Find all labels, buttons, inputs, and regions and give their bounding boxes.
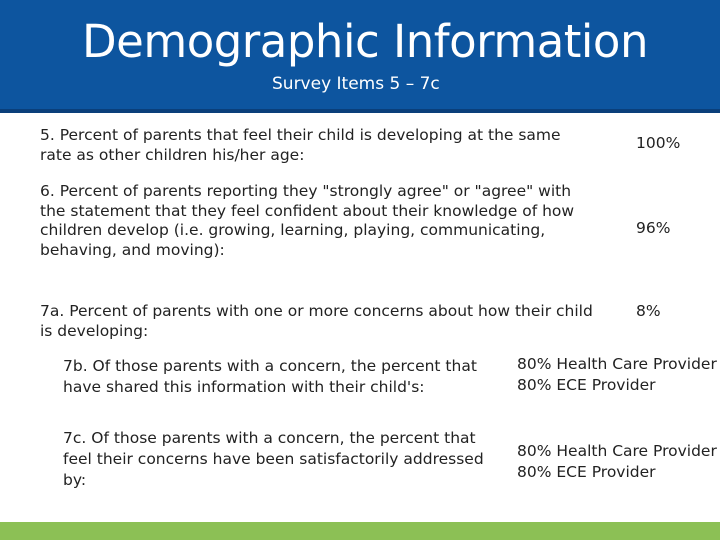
item-7c-text: 7c. Of those parents with a concern, the… bbox=[63, 429, 484, 489]
title-banner: Demographic Information Survey Items 5 –… bbox=[0, 0, 720, 113]
item-7b-value-ece: 80% ECE Provider bbox=[517, 376, 656, 394]
item-7b-text: 7b. Of those parents with a concern, the… bbox=[63, 357, 477, 396]
slide-subtitle: Survey Items 5 – 7c bbox=[272, 74, 440, 94]
item-7a-text: 7a. Percent of parents with one or more … bbox=[40, 302, 593, 340]
item-5-text: 5. Percent of parents that feel their ch… bbox=[40, 126, 561, 164]
footer-accent-bar bbox=[0, 522, 720, 540]
item-7b-values: 80% Health Care Provider 80% ECE Provide… bbox=[517, 354, 720, 396]
item-6-text: 6. Percent of parents reporting they "st… bbox=[40, 182, 575, 259]
item-7c-value-health-care: 80% Health Care Provider bbox=[517, 442, 717, 460]
item-5-value: 100% bbox=[636, 134, 681, 152]
item-7b-value-health-care: 80% Health Care Provider bbox=[517, 355, 717, 373]
item-7a-value: 8% bbox=[636, 302, 661, 320]
item-6-value: 96% bbox=[636, 219, 671, 237]
item-7c-value-ece: 80% ECE Provider bbox=[517, 463, 656, 481]
slide-title: Demographic Information bbox=[82, 15, 648, 68]
item-7c-values: 80% Health Care Provider 80% ECE Provide… bbox=[517, 441, 720, 483]
